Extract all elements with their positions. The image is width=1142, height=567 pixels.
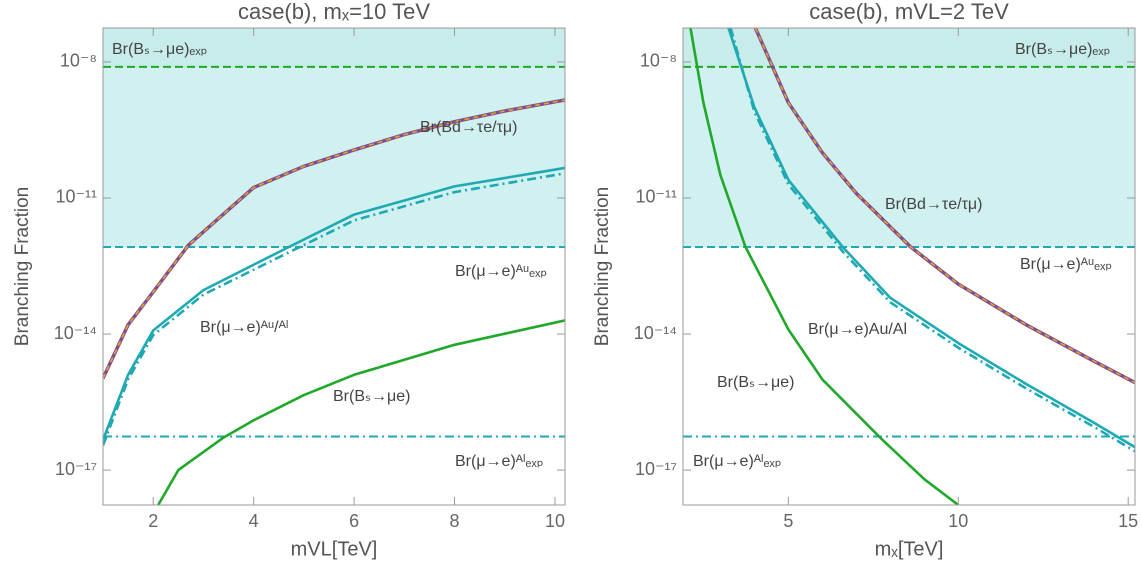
series-line-overlay [754, 28, 1135, 384]
series-line [689, 28, 960, 505]
x-tick-label: 2 [148, 511, 158, 531]
series-line [157, 319, 565, 505]
series-label: Br(Bd→τe/τμ) [885, 196, 982, 213]
series-label: Br(μ→e)Au/Al [808, 321, 907, 338]
x-tick-label: 10 [545, 511, 565, 531]
series-label: Br(Bₛ→μe) [717, 374, 794, 391]
x-axis-label: mₓ[TeV] [875, 538, 944, 560]
limit-band [683, 28, 1135, 248]
x-tick-label: 8 [450, 511, 460, 531]
y-axis-label: Branching Fraction [12, 187, 33, 346]
series-line [103, 166, 565, 441]
x-axis-label: mVL[TeV] [291, 538, 378, 560]
plot-area [683, 28, 1135, 505]
x-tick-label: 10 [948, 511, 968, 531]
limit-label: Br(μ→e)ᴬˡₑₓₚ [693, 453, 782, 470]
limit-band [103, 28, 565, 248]
plot-area [103, 28, 565, 505]
x-tick-label: 15 [1118, 511, 1138, 531]
series-line [727, 28, 1135, 449]
x-tick-label: 4 [249, 511, 259, 531]
limit-label: Br(μ→e)ᴬᵘₑₓₚ [455, 263, 547, 280]
chart-title: case(b), mₓ=10 TeV [238, 0, 430, 24]
y-tick-label: 10⁻¹⁷ [635, 459, 677, 479]
y-tick-label: 10⁻⁸ [640, 51, 677, 71]
y-tick-label: 10⁻¹⁴ [634, 323, 677, 343]
frame [682, 27, 1136, 506]
y-tick-label: 10⁻¹⁷ [55, 459, 97, 479]
series-line [729, 28, 1135, 453]
y-axis-label: Branching Fraction [592, 187, 613, 346]
y-tick-label: 10⁻¹¹ [635, 187, 677, 207]
frame [102, 27, 566, 506]
series-line-overlay [103, 99, 565, 379]
series-label: Br(μ→e)ᴬᵘ/ᴬˡ [200, 319, 288, 336]
limit-label: Br(Bₛ→μe)ₑₓₚ [1015, 41, 1110, 58]
x-tick-label: 5 [783, 511, 793, 531]
limit-label: Br(Bₛ→μe)ₑₓₚ [112, 41, 207, 58]
limit-label: Br(μ→e)ᴬᵘₑₓₚ [1020, 256, 1112, 273]
series-line [103, 172, 565, 446]
y-tick-label: 10⁻⁸ [60, 51, 97, 71]
series-label: Br(Bₛ→μe) [333, 388, 410, 405]
series-label: Br(Bd→τe/τμ) [420, 119, 517, 136]
limit-label: Br(μ→e)ᴬˡₑₓₚ [455, 453, 544, 470]
y-tick-label: 10⁻¹⁴ [54, 323, 97, 343]
y-tick-label: 10⁻¹¹ [55, 187, 97, 207]
chart-title: case(b), mVL=2 TeV [809, 0, 1009, 24]
x-tick-label: 6 [349, 511, 359, 531]
